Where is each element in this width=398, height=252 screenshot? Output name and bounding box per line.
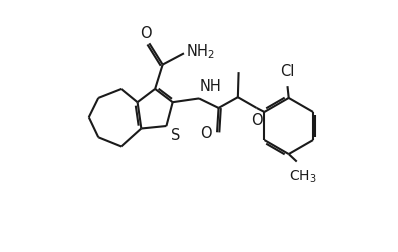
Text: O: O bbox=[251, 113, 263, 128]
Text: O: O bbox=[200, 126, 211, 141]
Text: O: O bbox=[140, 26, 152, 41]
Text: S: S bbox=[171, 128, 180, 143]
Text: NH: NH bbox=[200, 79, 222, 94]
Text: Cl: Cl bbox=[280, 64, 295, 79]
Text: CH$_3$: CH$_3$ bbox=[289, 169, 317, 185]
Text: NH$_2$: NH$_2$ bbox=[186, 43, 215, 61]
